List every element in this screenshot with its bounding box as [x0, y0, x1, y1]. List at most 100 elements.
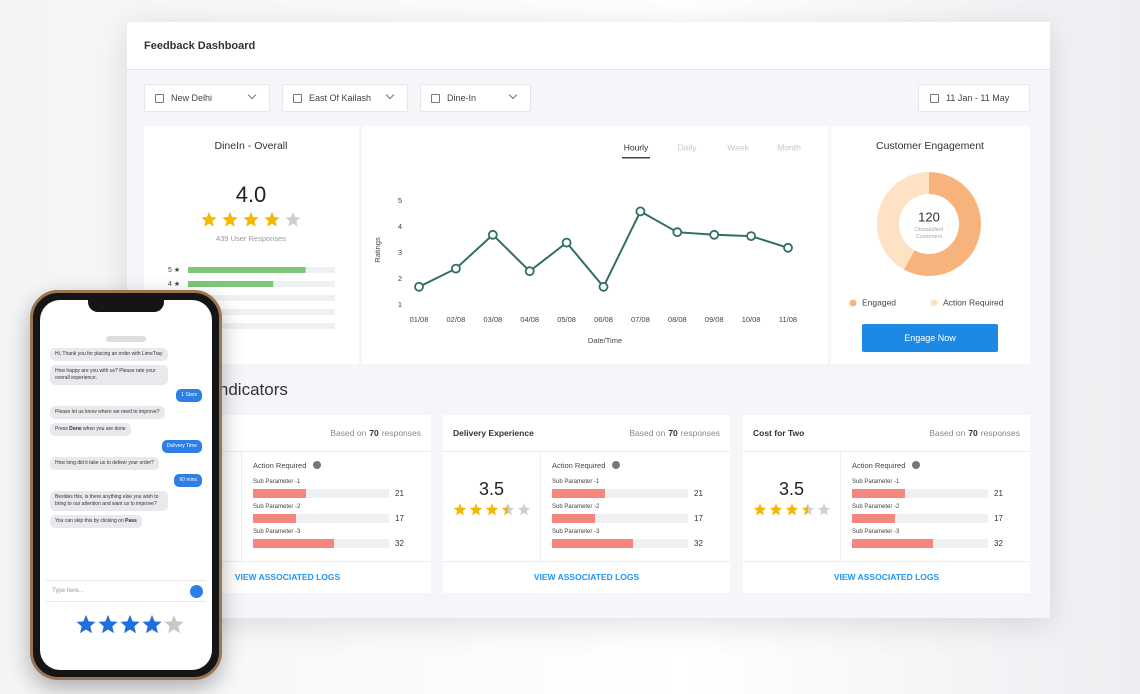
tab: Month: [777, 142, 801, 152]
card-rating: 3.5: [778, 479, 805, 499]
chat-text: Pass: [125, 518, 137, 524]
param-value: 32: [694, 539, 703, 548]
chat-text: How long did it take us to deliver your …: [55, 460, 154, 466]
chat-bubble: Press Done when you are done: [50, 423, 131, 436]
filter-dropdown[interactable]: New Delhi: [144, 84, 270, 112]
param-value: 17: [694, 514, 703, 523]
star-empty: [164, 615, 184, 634]
phone-notch: [88, 300, 164, 312]
param-value: 32: [994, 539, 1003, 548]
star: [753, 503, 767, 516]
chat-text: 60 mins: [179, 477, 197, 483]
divider: [840, 451, 841, 561]
line: [418, 210, 789, 289]
donut-center-value: 120: [918, 209, 940, 224]
row-track: [188, 295, 335, 301]
param-value: 17: [994, 514, 1003, 523]
filter-icon: [155, 94, 164, 103]
legend-dot: [930, 299, 938, 307]
param-value: 21: [694, 489, 703, 498]
filter-icon: [431, 94, 440, 103]
chat-text: How happy are you with us? Please rate y…: [55, 368, 156, 381]
view-logs-link[interactable]: VIEW ASSOCIATED LOGS: [234, 572, 341, 582]
row-label: 5 ★: [168, 266, 180, 274]
star: [769, 503, 783, 516]
engage-button[interactable]: Engage Now: [862, 324, 998, 352]
action-required: Action Required: [552, 461, 606, 470]
chat-text: Please let us know where we need to impr…: [55, 409, 160, 415]
filter-label: East Of Kailash: [309, 93, 372, 103]
star: [469, 503, 483, 516]
donut-center-box: Dissatisfied Customers: [915, 227, 943, 240]
legend-label: Engaged: [862, 297, 896, 307]
param-bar: [253, 489, 306, 498]
star-empty: [285, 212, 301, 227]
filter-dropdown[interactable]: Dine-In: [420, 84, 531, 112]
filter-label: Dine-In: [447, 93, 477, 103]
param-value: 32: [395, 539, 404, 548]
param-bar: [552, 489, 605, 498]
chat-bubble: Delivery Time: [161, 440, 202, 453]
view-logs-link[interactable]: VIEW ASSOCIATED LOGS: [533, 572, 640, 582]
tab: Hourly: [624, 142, 649, 152]
star: [453, 503, 467, 516]
send-button[interactable]: [190, 585, 203, 598]
param-bar: [852, 539, 933, 548]
date-picker[interactable]: 11 Jan - 11 May: [918, 84, 1030, 112]
x-tick-label: 04/08: [520, 315, 539, 324]
divider: [540, 451, 541, 561]
tab: Daily: [678, 142, 698, 152]
action-required: Action Required: [253, 461, 307, 470]
param-bar: [852, 489, 905, 498]
divider: [743, 561, 1030, 562]
row-track: [188, 323, 335, 329]
indicator-card: Cost for Two Based on 70 responses Action Re…: [743, 415, 1030, 593]
y-tick-label: 5: [398, 196, 402, 205]
x-tick-label: 03/08: [483, 315, 502, 324]
param-bar: [253, 539, 334, 548]
responses: 439 User Responses: [216, 234, 286, 243]
phone-stars: [76, 615, 184, 634]
param-name: Sub Parameter -1: [253, 479, 301, 485]
based-on-responses: responses: [680, 428, 720, 438]
star: [222, 212, 238, 227]
card-title: DineIn - Overall: [215, 140, 288, 152]
filter-label: New Delhi: [171, 93, 213, 103]
chat-bubble: Hi, Thank you for placing an order with …: [50, 348, 168, 361]
row-bar: [188, 267, 306, 273]
filter-dropdown[interactable]: East Of Kailash: [282, 84, 408, 112]
param-name: Sub Parameter -1: [552, 479, 600, 485]
param-name: Sub Parameter -2: [852, 504, 900, 510]
chat-pill: [106, 336, 146, 342]
param-bar: [552, 514, 595, 523]
row-label: 4 ★: [168, 280, 180, 288]
calendar-icon: [930, 94, 939, 103]
point: [783, 242, 793, 253]
point: [524, 266, 535, 277]
point: [709, 229, 720, 240]
point: [487, 229, 498, 240]
star: [76, 615, 96, 634]
star-empty: [817, 503, 831, 516]
param-value: 21: [994, 489, 1003, 498]
star: [501, 503, 508, 516]
param-bar: [552, 539, 633, 548]
star: [142, 615, 162, 634]
chat-text: when you are done: [81, 426, 126, 432]
based-on-count: 70: [968, 428, 978, 438]
star: [785, 503, 799, 516]
y-axis-label: Ratings: [373, 237, 382, 263]
star: [264, 212, 280, 227]
view-logs-link[interactable]: VIEW ASSOCIATED LOGS: [833, 572, 940, 582]
param-track: [852, 489, 988, 498]
star: [243, 212, 259, 227]
x-tick-label: 09/08: [705, 315, 724, 324]
chat-text: Delivery Time: [166, 443, 197, 449]
row-bar: [188, 281, 274, 287]
chat-text: Besides this, is there anything else you…: [55, 494, 159, 507]
chat-input[interactable]: Type here...: [46, 580, 206, 602]
chat-text: 1 Stars: [181, 392, 197, 398]
based-on: Based on 70 responses: [929, 428, 1020, 438]
y-tick-label: 3: [398, 248, 402, 257]
